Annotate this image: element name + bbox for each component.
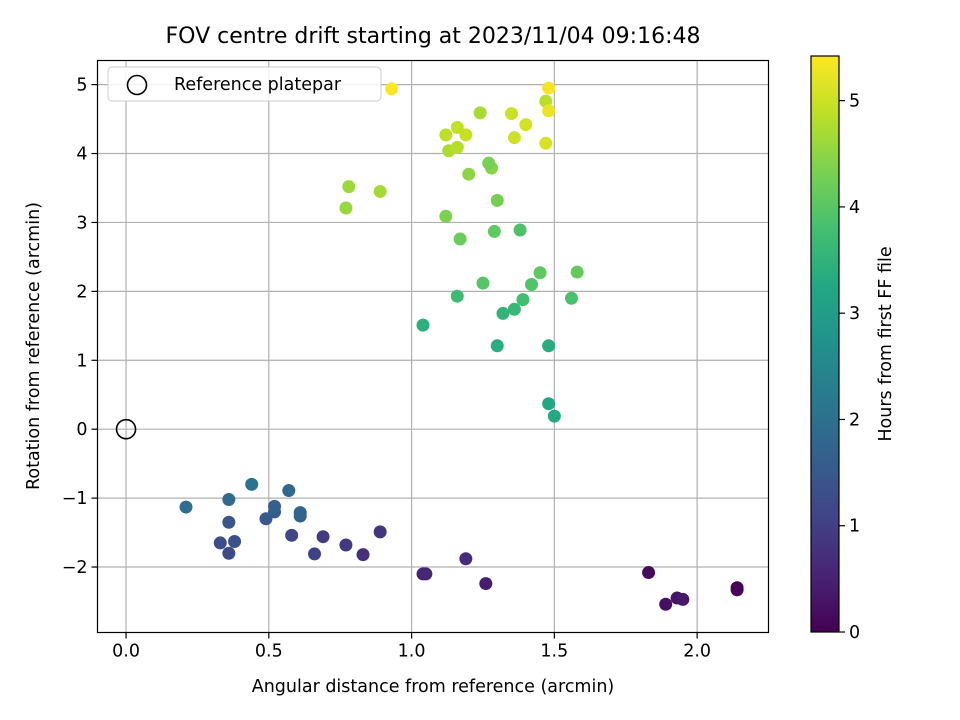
scatter-point (542, 397, 556, 411)
colorbar: 0 1 2 3 4 5 Hours from first FF file (810, 55, 896, 643)
scatter-point (525, 277, 539, 291)
scatter-point (356, 548, 370, 562)
scatter-point (222, 546, 236, 560)
scatter-point (459, 128, 473, 142)
scatter-point (505, 107, 519, 121)
legend-label: Reference platepar (174, 75, 342, 95)
scatter-point (490, 193, 504, 207)
data-points (179, 81, 744, 611)
scatter-point (490, 339, 504, 353)
y-tick-label: −2 (62, 558, 88, 578)
scatter-point (385, 82, 399, 96)
x-axis-label: Angular distance from reference (arcmin) (252, 677, 615, 697)
axis-ticks: 0.0 0.5 1.0 1.5 2.0 −2 −1 0 1 2 3 4 5 (62, 76, 711, 662)
scatter-point (419, 567, 433, 581)
colorbar-label: Hours from first FF file (876, 246, 896, 441)
scatter-point (462, 167, 476, 181)
x-tick-label: 1.5 (540, 642, 568, 662)
scatter-point (339, 538, 353, 552)
scatter-point (222, 515, 236, 529)
scatter-point (496, 306, 510, 320)
colorbar-tick-label: 0 (849, 623, 860, 643)
chart-title: FOV centre drift starting at 2023/11/04 … (166, 24, 701, 49)
plot-frame (96, 59, 770, 634)
scatter-point (285, 528, 299, 542)
scatter-point (179, 500, 193, 514)
scatter-point (539, 136, 553, 150)
x-tick-label: 0.0 (112, 642, 140, 662)
scatter-point (373, 184, 387, 198)
scatter-point (373, 525, 387, 539)
scatter-point (513, 223, 527, 237)
y-tick-label: 0 (76, 420, 87, 440)
colorbar-tick-label: 5 (849, 92, 860, 112)
scatter-point (339, 201, 353, 215)
colorbar-tick-label: 4 (849, 198, 860, 218)
colorbar-tick-label: 3 (849, 304, 860, 324)
x-tick-label: 1.0 (398, 642, 426, 662)
colorbar-tick-label: 2 (849, 410, 860, 430)
scatter-point (516, 293, 530, 307)
scatter-point (282, 484, 296, 498)
scatter-point (487, 224, 501, 238)
y-tick-label: 4 (76, 145, 87, 165)
colorbar-gradient (810, 55, 840, 633)
y-tick-label: 1 (76, 351, 87, 371)
y-axis-label: Rotation from reference (arcmin) (24, 202, 44, 490)
colorbar-ticks: 0 1 2 3 4 5 (839, 92, 860, 643)
legend: Reference platepar (107, 66, 382, 102)
scatter-point (642, 566, 656, 580)
scatter-point (228, 535, 242, 549)
scatter-point (476, 276, 490, 290)
scatter-point (450, 120, 464, 134)
scatter-point (453, 232, 467, 246)
scatter-point (450, 289, 464, 303)
scatter-point (416, 318, 430, 332)
scatter-point (450, 140, 464, 154)
scatter-point (542, 104, 556, 118)
scatter-point (308, 547, 322, 561)
scatter-point (676, 592, 690, 606)
reference-platepar-marker (115, 418, 137, 440)
scatter-point (542, 81, 556, 95)
scatter-point (439, 128, 453, 142)
colorbar-tick-label: 1 (849, 517, 860, 537)
scatter-point (439, 209, 453, 223)
y-tick-label: 5 (76, 76, 87, 96)
x-tick-label: 0.5 (255, 642, 283, 662)
scatter-point (507, 131, 521, 145)
scatter-point (519, 118, 533, 132)
scatter-point (507, 302, 521, 316)
scatter-point (316, 530, 330, 544)
grid (97, 60, 769, 633)
scatter-point (342, 180, 356, 194)
scatter-point (222, 492, 236, 506)
x-tick-label: 2.0 (683, 642, 711, 662)
scatter-point (268, 499, 282, 513)
y-tick-label: 3 (76, 213, 87, 233)
scatter-point (659, 597, 673, 611)
scatter-point (570, 265, 584, 279)
y-tick-label: 2 (76, 282, 87, 302)
scatter-point (547, 409, 561, 423)
scatter-point (542, 339, 556, 353)
scatter-point (213, 536, 227, 550)
scatter-point (473, 106, 487, 120)
scatter-point (533, 266, 547, 280)
legend-marker-icon (126, 74, 148, 96)
scatter-point (459, 552, 473, 566)
scatter-point (730, 583, 744, 597)
scatter-point (564, 291, 578, 305)
scatter-point (482, 156, 496, 170)
scatter-point (479, 577, 493, 591)
scatter-point (293, 506, 307, 520)
scatter-point (245, 477, 259, 491)
legend-box (107, 66, 382, 102)
y-tick-label: −1 (62, 489, 88, 509)
